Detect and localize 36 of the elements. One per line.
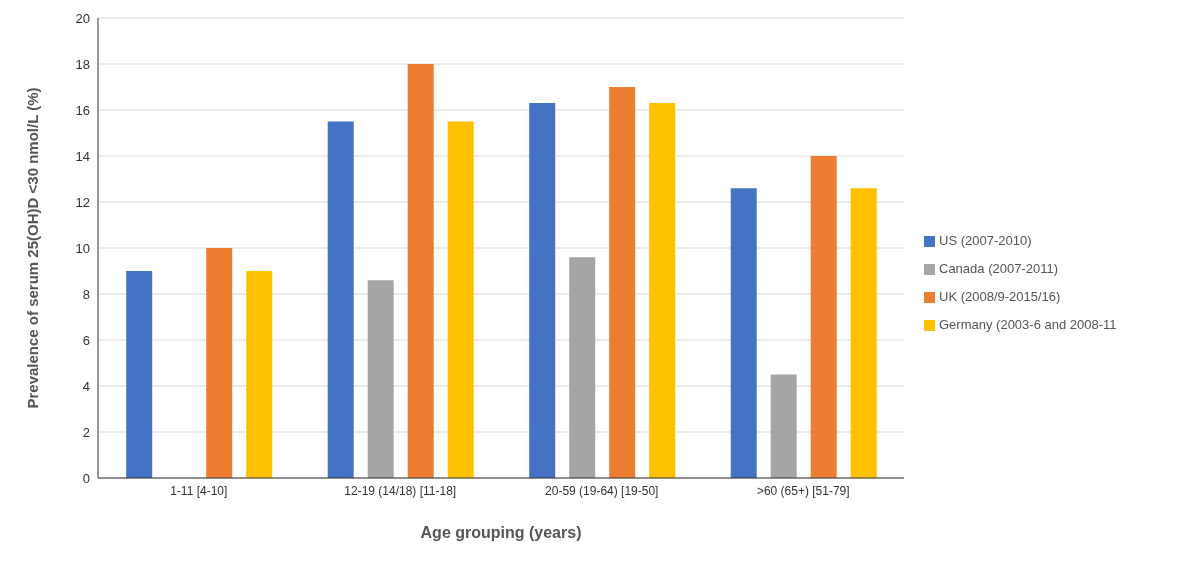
bar [770,374,797,478]
x-tick-label: 20-59 (19-64) [19-50] [545,483,659,498]
legend-label: Canada (2007-2011) [939,261,1059,276]
bar [730,188,757,478]
legend-label: US (2007-2010) [939,233,1032,248]
y-tick-label: 14 [75,148,90,164]
y-tick-label: 16 [75,102,90,118]
y-tick-label: 20 [75,10,90,26]
y-tick-label: 12 [75,194,90,210]
legend-label: Germany (2003-6 and 2008-11 [939,317,1117,332]
y-tick-label: 4 [82,378,90,394]
y-axis-title: Prevalence of serum 25(OH)D <30 nmol/L (%) [24,87,42,409]
bar [246,271,273,478]
y-tick-label: 2 [82,424,90,440]
y-tick-label: 10 [75,240,90,256]
bar [569,257,596,478]
bar [407,64,434,478]
bar [447,121,474,478]
x-tick-label: 1-11 [4-10] [170,483,228,498]
x-tick-label: 12-19 (14/18) [11-18] [344,483,457,498]
bar [810,156,837,478]
y-tick-label: 18 [75,56,90,72]
x-tick-label: >60 (65+) [51-79] [756,483,850,498]
bar [529,103,556,478]
y-tick-label: 8 [82,286,90,302]
bar [367,280,394,478]
legend-label: UK (2008/9-2015/16) [939,289,1061,304]
y-tick-label: 6 [82,332,90,348]
bar [327,121,354,478]
bar [206,248,233,478]
bar [126,271,153,478]
x-axis-title: Age grouping (years) [420,524,582,541]
bar [850,188,877,478]
bar [649,103,676,478]
y-tick-label: 0 [82,470,90,486]
bar [609,87,636,478]
